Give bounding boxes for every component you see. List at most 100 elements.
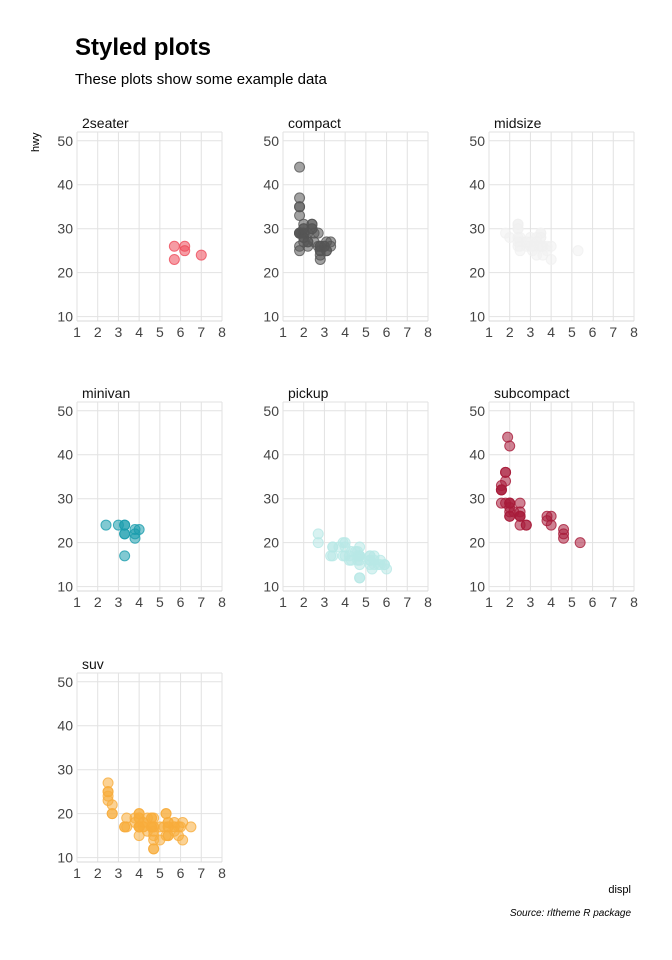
x-tick-label: 6 [383,324,391,340]
data-point [119,519,131,531]
facet-title: compact [288,115,341,131]
x-tick-label: 3 [527,594,535,610]
data-point [325,240,337,252]
facet-title: suv [82,656,104,672]
data-point [312,528,324,540]
data-point [314,253,326,265]
x-tick-label: 8 [218,324,226,340]
y-tick-label: 40 [469,177,485,193]
x-tick-label: 1 [73,865,81,881]
facet-title: pickup [288,385,329,401]
data-point [537,249,549,261]
data-point [368,554,380,566]
x-tick-label: 5 [156,324,164,340]
data-point [302,240,314,252]
facet-title: minivan [82,385,130,401]
y-tick-label: 30 [57,762,73,778]
data-point [531,231,543,243]
data-point [545,240,557,252]
y-tick-label: 40 [57,718,73,734]
y-tick-label: 40 [57,447,73,463]
caption: Source: rltheme R package [509,908,631,919]
data-point [106,808,118,820]
y-tick-label: 20 [469,535,485,551]
y-tick-label: 10 [57,579,73,595]
x-tick-label: 3 [527,324,535,340]
data-point [146,812,158,824]
data-point [572,245,584,257]
page-subtitle: These plots show some example data [75,71,327,88]
x-tick-label: 6 [589,594,597,610]
x-tick-label: 3 [115,594,123,610]
data-point [495,484,507,496]
data-point [179,245,191,257]
data-point [100,519,112,531]
data-point [504,501,516,513]
x-tick-label: 5 [568,594,576,610]
y-tick-label: 50 [57,674,73,690]
x-tick-label: 6 [383,594,391,610]
y-tick-label: 20 [57,265,73,281]
facet-panel-suv: suv 10 20 30 40 50 1 2 3 4 5 6 7 8 [57,656,226,881]
x-tick-label: 4 [547,324,555,340]
x-tick-label: 2 [94,865,102,881]
data-point [148,843,160,855]
x-tick-label: 6 [177,324,185,340]
x-tick-label: 1 [485,594,493,610]
x-tick-label: 6 [177,865,185,881]
x-tick-label: 5 [362,594,370,610]
facet-panel-midsize: midsize 10 20 30 40 50 1 2 3 4 5 6 7 8 [469,115,638,340]
data-point [294,161,306,173]
facet-title: midsize [494,115,542,131]
x-tick-label: 2 [300,324,308,340]
data-point [333,541,345,553]
data-point [354,572,366,584]
y-tick-label: 20 [469,265,485,281]
y-tick-label: 30 [263,491,279,507]
x-tick-label: 7 [197,865,205,881]
data-point [154,834,166,846]
x-tick-label: 4 [135,865,143,881]
facet-title: subcompact [494,385,570,401]
y-tick-label: 10 [57,309,73,325]
x-tick-label: 8 [218,865,226,881]
data-point [162,816,174,828]
y-tick-label: 50 [57,403,73,419]
data-point [345,545,357,557]
y-tick-label: 10 [263,579,279,595]
x-tick-label: 4 [547,594,555,610]
x-tick-label: 5 [156,865,164,881]
data-point [500,466,512,478]
y-tick-label: 30 [57,491,73,507]
x-tick-label: 7 [403,594,411,610]
y-tick-label: 30 [57,221,73,237]
y-tick-label: 30 [469,491,485,507]
data-point [354,559,366,571]
x-tick-label: 8 [630,324,638,340]
data-point [558,523,570,535]
x-tick-label: 2 [300,594,308,610]
x-tick-label: 1 [485,324,493,340]
x-tick-label: 7 [609,324,617,340]
y-tick-label: 40 [263,447,279,463]
y-tick-label: 40 [263,177,279,193]
y-tick-label: 40 [57,177,73,193]
data-point [381,563,393,575]
facet-panel-minivan: minivan 10 20 30 40 50 1 2 3 4 5 6 7 8 [57,385,226,610]
y-tick-label: 50 [469,403,485,419]
y-tick-label: 10 [263,309,279,325]
data-point [133,808,145,820]
x-tick-label: 7 [197,324,205,340]
x-tick-label: 7 [197,594,205,610]
x-tick-label: 2 [94,594,102,610]
facet-panel-subcompact: subcompact 10 20 30 40 50 1 2 3 4 5 6 7 8 [469,385,638,610]
x-tick-label: 2 [94,324,102,340]
y-tick-label: 10 [469,579,485,595]
x-tick-label: 5 [568,324,576,340]
x-tick-label: 6 [589,324,597,340]
data-point [168,240,180,252]
x-tick-label: 1 [279,594,287,610]
data-point [514,510,526,522]
y-tick-label: 10 [469,309,485,325]
x-tick-label: 1 [73,324,81,340]
